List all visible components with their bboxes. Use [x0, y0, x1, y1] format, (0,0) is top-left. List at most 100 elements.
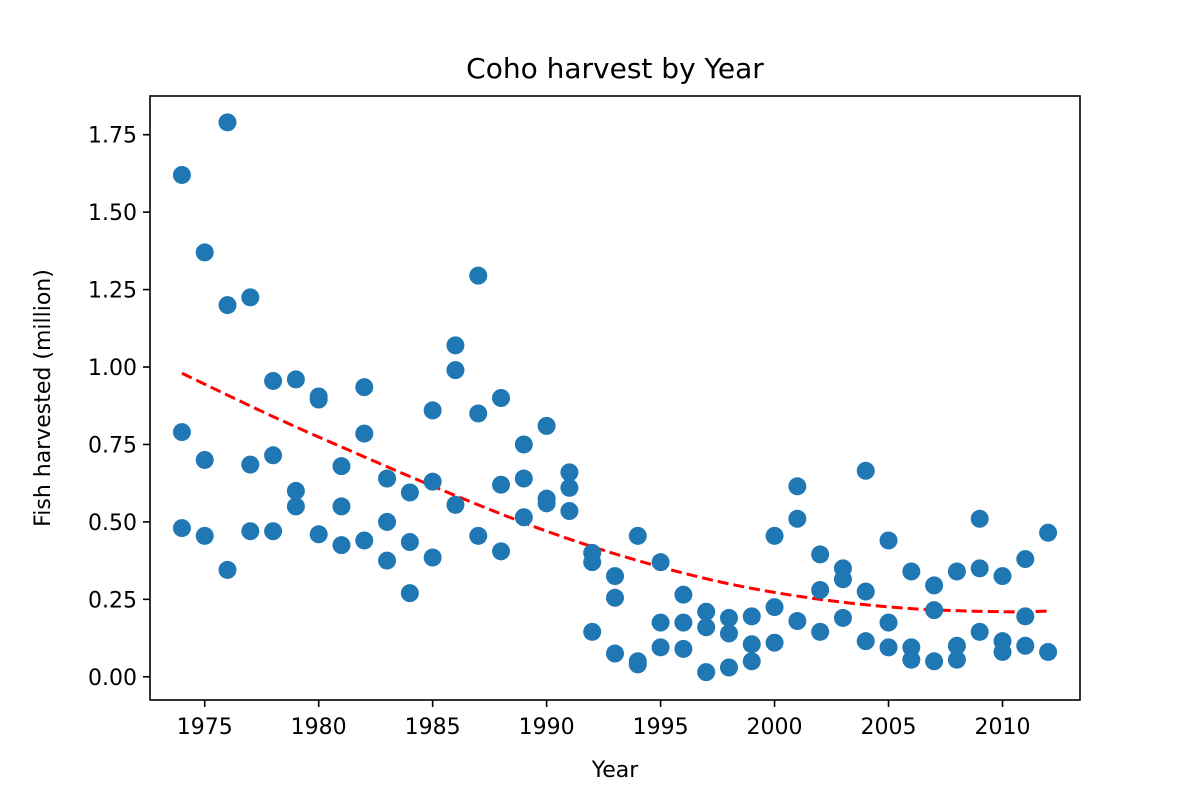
data-point — [970, 509, 989, 528]
data-point — [309, 390, 328, 409]
data-point — [332, 536, 351, 555]
data-point — [241, 455, 260, 474]
data-point — [628, 655, 647, 674]
data-point — [606, 588, 624, 607]
y-tick-label: 1.25 — [88, 279, 137, 304]
data-point — [537, 416, 556, 435]
data-point — [469, 266, 488, 285]
data-point — [560, 502, 579, 521]
y-tick-label: 1.50 — [88, 201, 137, 226]
data-point — [537, 494, 556, 513]
data-point — [560, 478, 579, 497]
x-tick-label: 1985 — [405, 715, 461, 740]
x-tick-label: 2010 — [975, 715, 1031, 740]
data-point — [378, 512, 397, 531]
data-point — [811, 622, 830, 641]
data-point — [378, 551, 397, 570]
data-point — [765, 633, 784, 652]
y-axis-label: Fish harvested (million) — [31, 269, 56, 527]
data-point — [286, 481, 305, 500]
data-point — [378, 469, 397, 488]
data-point — [856, 582, 875, 601]
data-point — [218, 560, 237, 579]
data-point — [355, 531, 374, 550]
x-tick-label: 1990 — [519, 715, 575, 740]
data-point — [788, 477, 807, 496]
x-axis-label: Year — [591, 758, 640, 783]
data-point — [423, 472, 442, 491]
x-tick-label: 1995 — [633, 715, 689, 740]
data-point — [400, 533, 419, 552]
data-point — [765, 598, 784, 617]
data-point — [925, 652, 944, 671]
data-point — [492, 542, 511, 561]
data-point — [264, 371, 283, 390]
data-point — [446, 361, 465, 380]
x-tick-label: 2005 — [861, 715, 917, 740]
data-point — [902, 562, 921, 581]
data-point — [970, 622, 989, 641]
data-point — [355, 378, 374, 397]
data-point — [742, 652, 761, 671]
data-point — [719, 624, 738, 643]
data-point — [400, 483, 419, 502]
x-tick-label: 1980 — [291, 715, 347, 740]
data-point — [856, 632, 875, 651]
data-point — [719, 658, 738, 677]
data-point — [332, 457, 351, 476]
data-point — [1016, 636, 1035, 655]
data-point — [286, 497, 305, 516]
data-point — [628, 526, 647, 545]
y-axis: 0.00 0.25 0.50 0.75 1.00 1.25 1.50 1.75 — [88, 124, 150, 691]
y-tick-label: 1.75 — [88, 124, 137, 149]
data-point — [879, 613, 898, 632]
data-point — [606, 644, 624, 663]
y-tick-label: 1.00 — [88, 356, 137, 381]
data-point — [400, 584, 419, 603]
data-point — [195, 526, 214, 545]
data-point — [697, 618, 716, 637]
data-point — [1039, 523, 1058, 542]
data-point — [811, 581, 830, 600]
data-point — [833, 608, 852, 627]
data-point — [469, 404, 488, 423]
data-point — [446, 495, 465, 514]
data-point — [947, 650, 966, 669]
data-point — [833, 570, 852, 589]
data-point — [264, 446, 283, 465]
data-point — [492, 389, 511, 407]
points-layer — [172, 113, 1058, 682]
data-point — [423, 401, 442, 420]
data-point — [674, 613, 693, 632]
data-point — [241, 288, 260, 307]
data-point — [172, 519, 191, 538]
data-point — [651, 638, 670, 657]
data-point — [902, 638, 921, 657]
data-point — [993, 567, 1012, 586]
data-point — [742, 607, 761, 626]
data-point — [674, 639, 693, 658]
y-tick-label: 0.75 — [88, 433, 137, 458]
data-point — [492, 475, 511, 494]
x-tick-label: 2000 — [747, 715, 803, 740]
data-point — [195, 243, 214, 262]
data-point — [879, 638, 898, 657]
data-point — [560, 463, 579, 482]
data-point — [469, 526, 488, 545]
data-point — [423, 548, 442, 567]
data-point — [514, 435, 533, 454]
data-point — [309, 525, 328, 544]
data-point — [765, 526, 784, 545]
data-point — [811, 545, 830, 564]
data-point — [583, 553, 602, 572]
data-point — [879, 531, 898, 550]
data-point — [697, 602, 716, 621]
data-point — [1016, 550, 1035, 569]
chart-title: Coho harvest by Year — [466, 52, 764, 85]
plot-frame — [149, 95, 1081, 701]
data-point — [742, 635, 761, 654]
data-point — [606, 567, 624, 586]
data-point — [218, 296, 237, 315]
data-point — [651, 613, 670, 632]
